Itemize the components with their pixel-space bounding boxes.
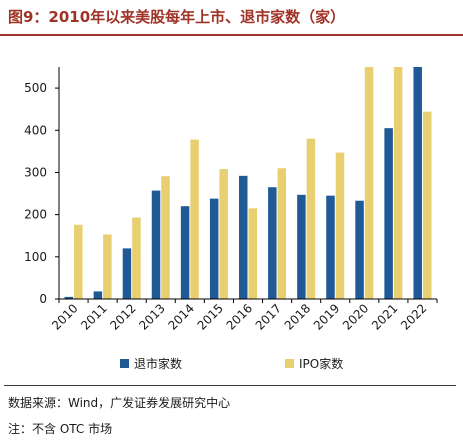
x-tick-label: 2020 xyxy=(340,301,371,332)
x-tick-label: 2021 xyxy=(369,301,400,332)
bar-delisting xyxy=(413,67,422,299)
x-tick-label: 2013 xyxy=(136,301,167,332)
footnote: 注：不含 OTC 市场 xyxy=(8,422,113,436)
x-tick-label: 2014 xyxy=(165,301,196,332)
bar-ipo xyxy=(190,139,199,299)
bars xyxy=(64,67,432,299)
y-tick-label: 200 xyxy=(24,208,47,222)
bar-delisting xyxy=(384,128,393,299)
bar-ipo xyxy=(161,176,170,299)
bar-delisting xyxy=(64,296,74,299)
x-axis: 2010201120122013201420152016201720182019… xyxy=(49,298,438,333)
y-axis: 0 100 200 300 400 500 xyxy=(24,67,60,306)
x-tick-label: 2017 xyxy=(253,301,284,332)
legend-swatch xyxy=(285,359,294,368)
bar-delisting xyxy=(180,206,190,299)
bar-delisting xyxy=(268,187,277,299)
title-bar: 图9：2010年以来美股每年上市、退市家数（家） xyxy=(0,0,463,36)
y-tick-label: 0 xyxy=(39,292,47,306)
bar-ipo xyxy=(132,217,141,299)
y-tick-label: 100 xyxy=(24,250,47,264)
x-tick-label: 2018 xyxy=(282,301,313,332)
y-tick-label: 300 xyxy=(24,165,47,179)
legend-label: IPO家数 xyxy=(299,356,343,371)
bar-ipo xyxy=(248,208,257,299)
bar-ipo xyxy=(364,67,374,299)
y-tick-label: 500 xyxy=(24,81,47,95)
bar-delisting xyxy=(209,198,219,299)
bar-ipo xyxy=(277,168,287,299)
bar-delisting xyxy=(151,190,161,299)
bar-ipo xyxy=(422,111,432,299)
bar-delisting xyxy=(355,200,364,299)
chart-title: 图9：2010年以来美股每年上市、退市家数（家） xyxy=(8,8,346,26)
legend: 退市家数 IPO家数 xyxy=(120,356,343,371)
bar-delisting xyxy=(93,291,103,299)
bar-ipo xyxy=(219,169,228,299)
source-note: 数据来源：Wind，广发证券发展研究中心 xyxy=(8,396,231,410)
x-tick-label: 2019 xyxy=(311,301,342,332)
bar-ipo xyxy=(393,67,403,299)
x-tick-label: 2022 xyxy=(398,301,429,332)
footer-divider xyxy=(4,385,456,386)
legend-swatch xyxy=(120,359,129,368)
y-tick-label: 400 xyxy=(24,123,47,137)
bar-delisting xyxy=(297,194,306,299)
x-tick-label: 2011 xyxy=(78,301,109,332)
bar-ipo xyxy=(103,234,112,299)
legend-label: 退市家数 xyxy=(134,356,182,371)
bar-delisting xyxy=(122,248,132,299)
bar-ipo xyxy=(74,224,83,299)
x-tick-label: 2012 xyxy=(107,301,138,332)
x-tick-label: 2010 xyxy=(49,301,80,332)
x-tick-label: 2016 xyxy=(224,301,255,332)
bar-ipo xyxy=(306,138,316,299)
bar-ipo xyxy=(335,152,345,299)
bar-delisting xyxy=(326,195,335,299)
x-tick-label: 2015 xyxy=(195,301,226,332)
bar-delisting xyxy=(239,175,248,299)
